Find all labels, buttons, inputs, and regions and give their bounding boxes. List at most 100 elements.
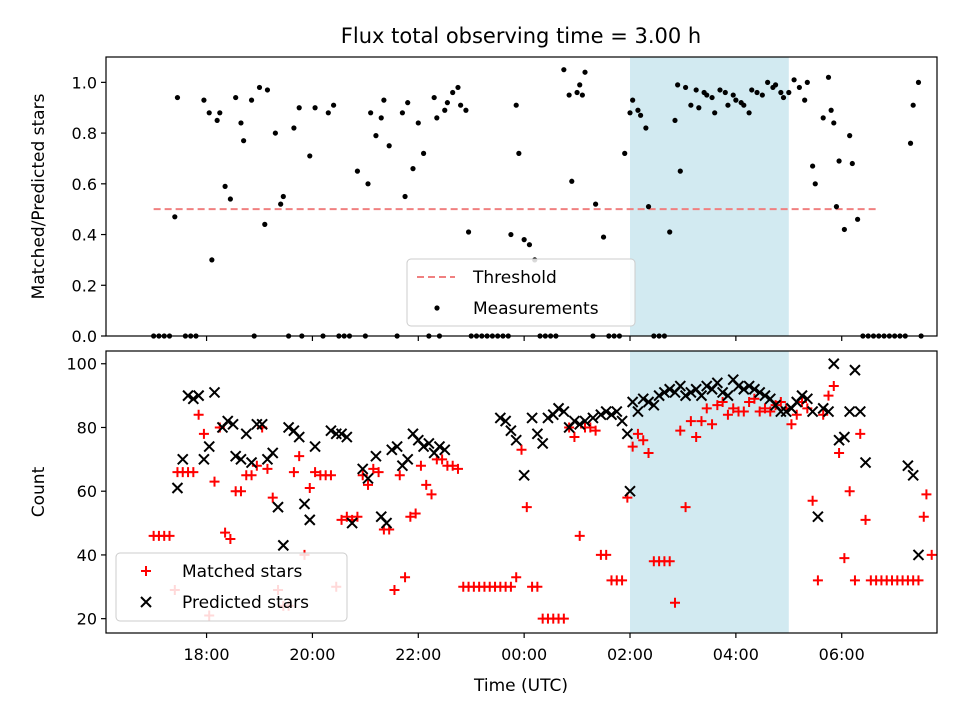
data-point: [240, 428, 252, 440]
data-point: [635, 107, 641, 113]
data-point: [701, 403, 712, 414]
data-point: [847, 133, 853, 139]
data-point: [744, 396, 755, 407]
data-point: [214, 117, 220, 124]
data-point: [505, 581, 516, 592]
data-point: [174, 94, 181, 101]
data-point: [363, 479, 374, 490]
data-point: [843, 405, 856, 418]
data-point: [402, 193, 408, 200]
data-point: [630, 97, 636, 103]
legend-label: Predicted stars: [182, 593, 309, 613]
data-point: [728, 403, 739, 414]
data-point: [521, 502, 532, 513]
data-point: [695, 389, 708, 402]
data-point: [637, 393, 649, 405]
data-point: [209, 476, 220, 487]
data-point: [921, 489, 932, 500]
data-point: [642, 396, 655, 408]
data-point: [341, 511, 352, 522]
data-point: [172, 214, 178, 220]
data-point: [325, 110, 331, 116]
data-point: [605, 409, 618, 421]
x-tick-label: 02:00: [607, 645, 653, 664]
data-point: [804, 79, 810, 85]
x-tick-label: 06:00: [819, 645, 865, 664]
data-point: [833, 434, 845, 446]
data-point: [844, 486, 855, 497]
data-point: [725, 102, 731, 108]
data-point: [558, 405, 570, 418]
data-point: [643, 125, 649, 131]
data-point: [465, 229, 472, 235]
data-point: [198, 453, 210, 466]
data-point: [241, 138, 247, 144]
data-point: [304, 514, 316, 526]
count-panel: 20 40 60 80 100 18:00 20:00 22:00 00:00 02:00 04:0…: [29, 350, 938, 664]
data-point: [926, 549, 937, 560]
data-point: [164, 530, 175, 541]
data-point: [574, 530, 585, 541]
data-point: [741, 102, 747, 108]
data-point: [828, 381, 839, 392]
data-point: [590, 425, 601, 436]
data-point: [505, 424, 517, 437]
data-point: [380, 517, 393, 529]
data-point: [704, 92, 710, 98]
data-point: [394, 470, 405, 481]
legend-marker-plus: [141, 566, 151, 576]
data-point: [806, 405, 819, 418]
data-point: [685, 386, 697, 399]
data-point: [841, 226, 847, 233]
data-point: [801, 393, 814, 405]
data-point: [820, 115, 826, 121]
y-axis-label: Matched/Predicted stars: [29, 93, 49, 299]
data-point: [401, 453, 414, 466]
data-point: [780, 94, 787, 101]
data-point: [442, 107, 448, 113]
data-point: [730, 92, 736, 98]
data-point: [227, 196, 233, 202]
data-point: [264, 87, 271, 93]
data-point: [217, 110, 223, 116]
y-tick-label: 0.6: [72, 175, 97, 194]
data-point: [227, 418, 239, 430]
data-point: [536, 437, 549, 450]
y-tick-label: 0.8: [72, 124, 97, 143]
data-point: [825, 74, 832, 80]
data-point: [849, 575, 860, 586]
data-point: [177, 453, 189, 466]
data-point: [508, 231, 514, 238]
data-point: [434, 115, 440, 121]
data-point: [335, 428, 348, 440]
data-point: [294, 451, 305, 462]
data-point: [912, 549, 925, 561]
legend-box: [406, 258, 636, 327]
data-point: [209, 257, 215, 263]
data-point: [669, 597, 680, 608]
data-point: [198, 428, 209, 439]
data-point: [389, 584, 400, 595]
data-point: [225, 534, 236, 544]
data-point: [632, 428, 643, 439]
data-point: [561, 67, 567, 73]
data-point: [248, 97, 255, 103]
data-point: [696, 416, 707, 427]
data-point: [772, 82, 779, 88]
data-point: [913, 575, 924, 586]
data-point: [458, 102, 464, 108]
data-point: [672, 117, 678, 124]
data-point: [511, 572, 522, 583]
data-point: [637, 112, 644, 118]
data-point: [838, 431, 851, 443]
data-point: [182, 389, 194, 402]
data-point: [526, 242, 533, 248]
data-point: [229, 450, 242, 462]
data-point: [709, 94, 715, 101]
data-point: [836, 158, 842, 164]
data-point: [833, 204, 840, 210]
x-tick-label: 20:00: [289, 645, 335, 664]
data-point: [568, 415, 581, 427]
data-point: [574, 89, 580, 96]
y-tick-label: 100: [66, 355, 97, 374]
